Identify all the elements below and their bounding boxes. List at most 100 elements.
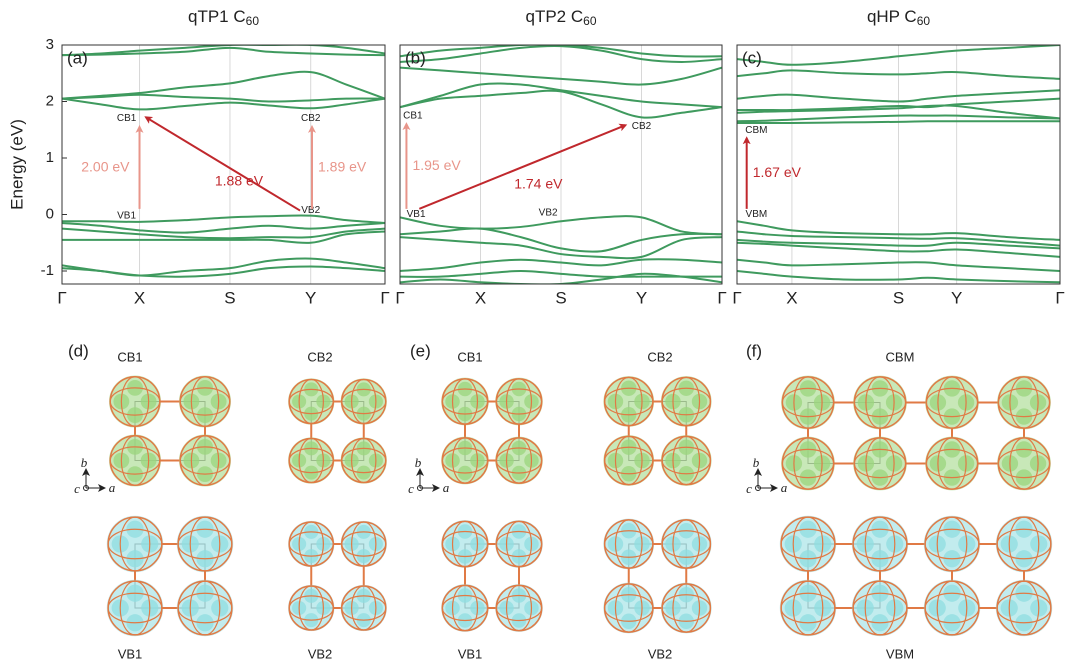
axis-origin	[417, 485, 423, 491]
orbital-lobe	[178, 434, 232, 487]
cage	[190, 435, 220, 486]
y-tick-label: 3	[46, 36, 54, 53]
image-label: CB2	[647, 349, 672, 364]
point-label: CB2	[632, 121, 652, 132]
plot-frame	[61, 44, 386, 285]
orbital-image	[779, 515, 1053, 637]
cage	[996, 528, 1052, 560]
band-line	[62, 265, 385, 278]
orbital-lobe	[781, 436, 835, 491]
cage	[179, 387, 231, 416]
band-line	[62, 221, 385, 234]
orbital-lobe	[603, 582, 655, 634]
orbital-lobe	[108, 434, 162, 487]
panel-label: (c)	[742, 48, 762, 67]
cage	[614, 519, 643, 569]
cage	[351, 437, 377, 484]
y-tick-label: -1	[41, 262, 54, 279]
orbital-lobe	[441, 436, 489, 485]
axis-origin	[755, 485, 761, 491]
x-tick-label: Γ	[717, 288, 726, 307]
orbital-lobe	[288, 437, 335, 484]
orbital-lobe	[781, 375, 835, 430]
band-line	[737, 241, 1060, 258]
cage	[936, 580, 968, 636]
orbital-lobe	[660, 582, 712, 634]
cage	[351, 585, 377, 631]
point-label: CB1	[117, 113, 137, 124]
x-tick-label: Γ	[395, 288, 404, 307]
gap-label: 1.67 eV	[753, 164, 802, 180]
title-subscript: 60	[246, 14, 260, 28]
cage	[177, 592, 233, 624]
cage	[298, 437, 324, 484]
orbital-lobe	[660, 518, 712, 570]
cage	[661, 594, 711, 622]
point-label: VB1	[117, 210, 136, 221]
cage	[614, 583, 643, 633]
x-tick-label: Γ	[57, 288, 66, 307]
cage	[505, 584, 533, 632]
x-tick-label: S	[224, 288, 235, 307]
cage	[997, 387, 1051, 418]
bands	[400, 45, 722, 284]
title-text: qTP2 C	[526, 7, 584, 26]
image-label: CB2	[307, 349, 332, 364]
title-subscript: 60	[583, 14, 597, 28]
band-line	[400, 82, 722, 109]
image-label: VB2	[648, 646, 673, 661]
orbital-lobe	[851, 515, 909, 573]
orbital-lobe	[660, 435, 712, 486]
gap-label: 1.74 eV	[514, 176, 563, 192]
cage	[341, 388, 387, 415]
cage	[451, 437, 479, 484]
orbital-lobe	[495, 436, 543, 485]
band-line	[62, 214, 385, 224]
orbital-lobe	[997, 436, 1051, 491]
orbital-lobe	[779, 579, 837, 637]
axis-origin	[83, 485, 89, 491]
orbital-image	[603, 376, 712, 486]
orbital-image	[288, 378, 387, 484]
orbital-lobe	[603, 376, 655, 427]
point-label: VB1	[407, 209, 426, 220]
title-text: qTP1 C	[188, 7, 246, 26]
band-line	[400, 89, 722, 119]
cage	[341, 595, 387, 621]
cage	[179, 446, 231, 475]
band-line	[737, 69, 1060, 80]
band-line	[400, 258, 722, 273]
orbital-lobe	[176, 515, 234, 573]
band-line	[737, 238, 1060, 250]
cage	[865, 437, 895, 490]
image-label: CB1	[457, 349, 482, 364]
orbital-lobe	[340, 584, 387, 632]
cage	[341, 447, 387, 474]
band-line	[62, 227, 385, 240]
cage	[792, 580, 824, 636]
gap-arrow	[418, 123, 628, 210]
cage	[495, 447, 543, 474]
band-line	[400, 272, 722, 284]
x-tick-label: X	[134, 288, 145, 307]
orbital-lobe	[851, 579, 909, 637]
plot-frame	[736, 44, 1061, 285]
image-label: VB2	[308, 646, 333, 661]
orbital-lobe	[660, 376, 712, 427]
band-line	[62, 93, 385, 103]
image-label: CB1	[117, 349, 142, 364]
cage	[341, 531, 387, 557]
band-line	[62, 230, 385, 244]
orbital-image	[781, 375, 1051, 491]
axis-label: c	[408, 481, 414, 496]
orbital-lobe	[288, 378, 335, 425]
orbital-lobe	[178, 375, 232, 428]
image-label: CBM	[886, 349, 915, 364]
x-tick-label: X	[475, 288, 486, 307]
orbital-image	[441, 520, 543, 632]
point-label: CB1	[403, 110, 423, 121]
gap-label: 2.00 eV	[81, 159, 130, 175]
x-tick-label: Y	[305, 288, 316, 307]
band-line	[737, 89, 1060, 103]
